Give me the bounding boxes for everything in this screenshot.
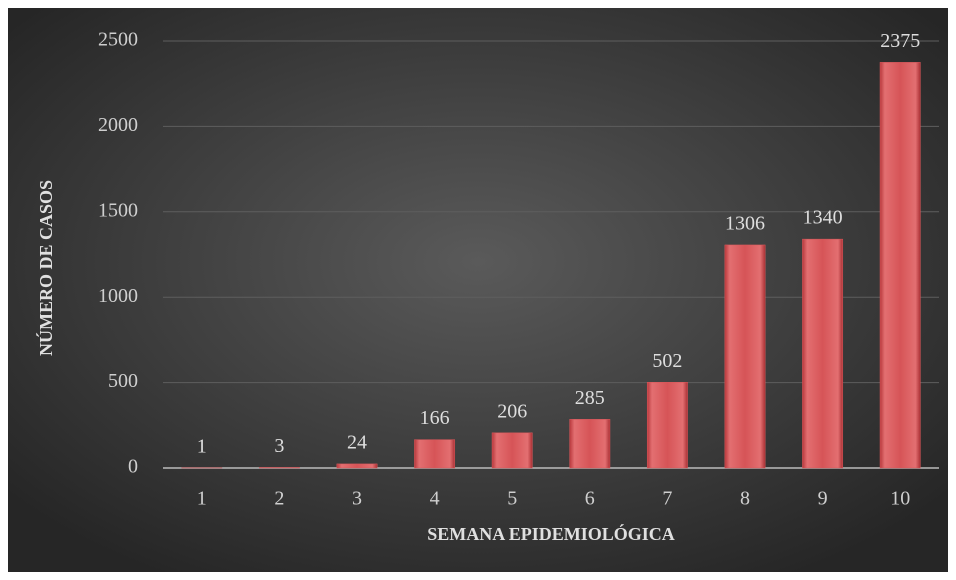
bar xyxy=(646,382,688,469)
x-tick-label: 7 xyxy=(662,488,672,510)
bar xyxy=(802,238,844,469)
y-axis-label: NÚMERO DE CASOS xyxy=(35,180,56,356)
x-tick-label: 3 xyxy=(352,488,362,510)
data-label: 24 xyxy=(347,431,367,453)
bar xyxy=(258,467,300,469)
y-tick-label: 1000 xyxy=(98,285,138,307)
bar xyxy=(879,62,921,469)
data-label: 206 xyxy=(497,400,527,422)
chart-background xyxy=(8,8,948,572)
bar xyxy=(414,439,456,469)
x-tick-label: 6 xyxy=(585,488,595,510)
x-tick-label: 5 xyxy=(507,488,517,510)
data-label: 3 xyxy=(274,435,284,457)
data-label: 502 xyxy=(652,350,682,372)
bar xyxy=(336,463,378,469)
data-label: 1340 xyxy=(803,207,843,229)
y-tick-label: 2500 xyxy=(98,29,138,51)
x-tick-label: 2 xyxy=(274,488,284,510)
x-tick-label: 10 xyxy=(890,488,910,510)
y-tick-label: 500 xyxy=(108,370,138,392)
x-tick-label: 8 xyxy=(740,488,750,510)
data-label: 1 xyxy=(197,435,207,457)
bar xyxy=(491,432,533,469)
x-tick-label: 4 xyxy=(430,488,440,510)
y-tick-label: 1500 xyxy=(98,199,138,221)
x-axis-label: SEMANA EPIDEMIOLÓGICA xyxy=(427,523,675,544)
data-label: 1306 xyxy=(725,213,765,235)
bar xyxy=(569,419,611,469)
data-label: 2375 xyxy=(880,30,920,52)
data-label: 166 xyxy=(420,407,450,429)
bar xyxy=(724,244,766,469)
data-label: 285 xyxy=(575,387,605,409)
y-tick-label: 0 xyxy=(128,456,138,478)
x-tick-label: 1 xyxy=(197,488,207,510)
y-tick-label: 2000 xyxy=(98,114,138,136)
x-tick-label: 9 xyxy=(818,488,828,510)
